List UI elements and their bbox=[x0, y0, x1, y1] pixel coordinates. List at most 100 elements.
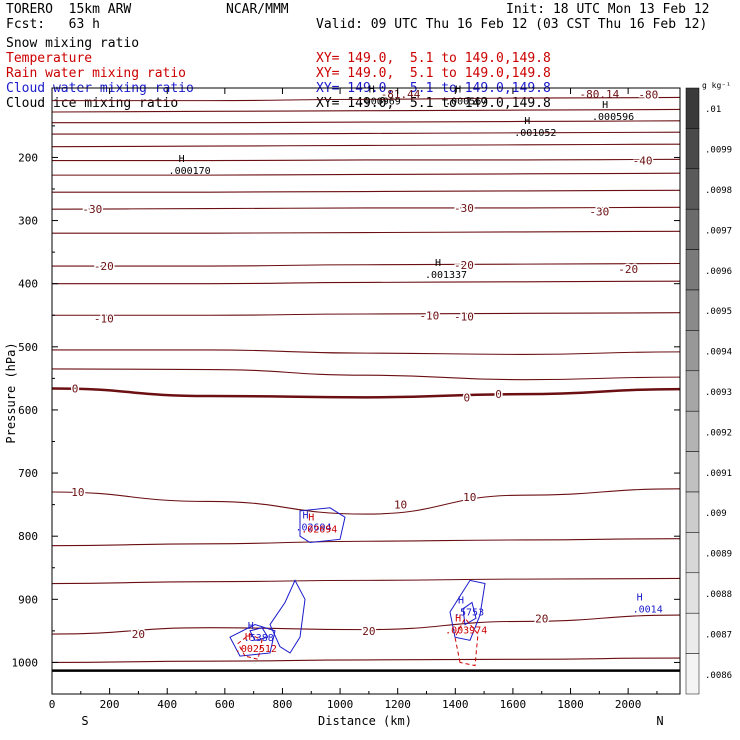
y-tick-label-2: 400 bbox=[18, 278, 38, 291]
temperature-contour-15 bbox=[51, 387, 681, 399]
colorbar-swatch-3 bbox=[685, 208, 700, 250]
rain-water-max-value-1: .003974 bbox=[445, 625, 487, 636]
temperature-label-19-1: 20 bbox=[362, 625, 375, 638]
header-valid: Valid: 09 UTC Thu 16 Feb 12 (03 CST Thu … bbox=[316, 17, 708, 32]
colorbar-swatch-2 bbox=[685, 168, 700, 210]
temperature-label-19-0: 20 bbox=[132, 628, 145, 641]
field-snow: Snow mixing ratio bbox=[6, 36, 140, 51]
temperature-contour-0 bbox=[52, 96, 681, 102]
x-tick-label-1: 200 bbox=[100, 698, 120, 711]
x-tick-label-6: 1200 bbox=[384, 698, 411, 711]
x-tick-label-8: 1600 bbox=[500, 698, 527, 711]
cloud-ice-max-h-5: H bbox=[455, 84, 461, 95]
cloud-water-max-value-3: .02694 bbox=[295, 522, 331, 533]
y-tick-label-4: 600 bbox=[18, 404, 38, 417]
y-tick-label-1: 300 bbox=[18, 215, 38, 228]
temperature-label-16-2: 10 bbox=[463, 491, 476, 504]
temperature-contour-10 bbox=[52, 262, 681, 267]
x-end-label-left: S bbox=[81, 714, 88, 728]
cloud-water-contour-0 bbox=[269, 579, 306, 654]
cloud-ice-max-value-0: .000170 bbox=[169, 166, 211, 177]
colorbar-label-1: .0099 bbox=[705, 146, 732, 156]
cloud-water-contour-5 bbox=[462, 601, 477, 626]
cloud-ice-max-value-4: .000969 bbox=[359, 96, 401, 107]
overlap-label-1: -80.14 bbox=[579, 88, 619, 101]
colorbar-label-3: .0097 bbox=[705, 226, 732, 236]
rain-water-contour-1 bbox=[454, 617, 479, 667]
colorbar-unit: g kg⁻¹ bbox=[702, 81, 731, 90]
colorbar-label-11: .0089 bbox=[705, 550, 732, 560]
colorbar-swatch-12 bbox=[685, 572, 700, 614]
rain-water-max-h-2: H bbox=[308, 512, 314, 523]
x-tick-label-10: 2000 bbox=[615, 698, 642, 711]
x-tick-label-9: 1800 bbox=[557, 698, 584, 711]
temperature-contour-6 bbox=[52, 172, 681, 176]
cloud-ice-max-h-4: H bbox=[369, 84, 375, 95]
temperature-label-15-2: 0 bbox=[495, 388, 502, 401]
axes: 0 200 400 600 800 1000 1200 1400 1600 1800 2000200… bbox=[12, 87, 681, 711]
colorbar-swatch-10 bbox=[685, 491, 700, 533]
colorbar-label-12: .0088 bbox=[705, 590, 732, 600]
plot-area: -80 -40 -30 -30 -30 -20 -20 -20 -10 -10 -10 0 0 0 10 10… bbox=[51, 84, 681, 672]
temperature-label-12-0: -10 bbox=[94, 312, 114, 325]
temperature-label-15-0: 0 bbox=[72, 382, 79, 395]
colorbar-label-7: .0093 bbox=[705, 388, 732, 398]
temperature-label-10-0: -20 bbox=[94, 260, 114, 273]
cloud-ice-max-value-5: .000567 bbox=[445, 96, 487, 107]
rain-water-max-h-1: H bbox=[455, 613, 461, 624]
colorbar-label-0: .01 bbox=[705, 105, 721, 115]
header-model: TORERO 15km ARW bbox=[6, 2, 132, 17]
temperature-contour-12 bbox=[52, 312, 681, 316]
cloud-ice-max-h-0: H bbox=[179, 154, 185, 165]
colorbar-label-6: .0094 bbox=[705, 348, 732, 358]
cloud-ice-max-h-3: H bbox=[602, 100, 608, 111]
colorbar-swatch-5 bbox=[685, 289, 700, 331]
colorbar-label-10: .009 bbox=[705, 509, 727, 519]
temperature-label-19-2: 20 bbox=[535, 612, 548, 625]
colorbar-swatch-11 bbox=[685, 532, 700, 574]
colorbar-swatch-7 bbox=[685, 370, 700, 412]
rain-water-max-value-0: .002512 bbox=[235, 644, 277, 655]
colorbar-label-9: .0091 bbox=[705, 469, 732, 479]
cloud-water-max-h-0: H bbox=[248, 621, 254, 632]
cloud-water-contour-3 bbox=[299, 507, 346, 544]
x-tick-label-0: 0 bbox=[49, 698, 56, 711]
temperature-contour-9 bbox=[52, 230, 681, 234]
colorbar-swatch-13 bbox=[685, 612, 700, 654]
temperature-contour-7 bbox=[52, 189, 681, 193]
header-org: NCAR/MMM bbox=[226, 2, 289, 17]
cloud-water-max-h-1: H bbox=[458, 596, 464, 607]
temperature-label-5-0: -40 bbox=[633, 155, 653, 168]
y-tick-label-7: 900 bbox=[18, 593, 38, 606]
colorbar-label-8: .0092 bbox=[705, 428, 732, 438]
field-rain: Rain water mixing ratio bbox=[6, 66, 187, 81]
cloud-water-contour-4 bbox=[449, 579, 486, 641]
cloud-water-contour-2 bbox=[249, 627, 269, 641]
header-init: Init: 18 UTC Mon 13 Feb 12 bbox=[506, 2, 710, 17]
cloud-ice-max-value-2: .001052 bbox=[514, 128, 556, 139]
colorbar-label-5: .0095 bbox=[705, 307, 732, 317]
colorbar-swatch-1 bbox=[685, 128, 700, 170]
plot-frame bbox=[51, 87, 681, 695]
cloud-water-max-value-0: .5388 bbox=[244, 633, 274, 644]
temperature-contour-17 bbox=[51, 538, 681, 547]
temperature-contour-2 bbox=[52, 120, 681, 124]
cloud-water-contour-1 bbox=[229, 624, 276, 657]
temperature-label-0-0: -80 bbox=[638, 88, 658, 101]
cloud-water-max-value-1: .5753 bbox=[454, 608, 484, 619]
cloud-water-max-value-2: .0014 bbox=[633, 604, 663, 615]
rain-water-max-h-0: H bbox=[245, 632, 251, 643]
field-rain-xy: XY= 149.0, 5.1 to 149.0,149.8 bbox=[316, 66, 551, 81]
temperature-contour-8 bbox=[51, 206, 681, 210]
temperature-contour-14 bbox=[51, 368, 681, 381]
colorbar-label-14: .0086 bbox=[705, 671, 732, 681]
x-tick-label-7: 1400 bbox=[442, 698, 469, 711]
temperature-label-16-1: 10 bbox=[394, 499, 407, 512]
y-tick-label-3: 500 bbox=[18, 341, 38, 354]
temperature-label-10-1: -20 bbox=[454, 259, 474, 272]
field-temperature: Temperature bbox=[6, 51, 93, 66]
colorbar: .01 .0099 .0098 .0097 .0096 .0095 .0094 .0093 .0… bbox=[685, 81, 732, 695]
temperature-label-12-2: -10 bbox=[454, 311, 474, 324]
cloud-water-max-h-2: H bbox=[637, 592, 643, 603]
